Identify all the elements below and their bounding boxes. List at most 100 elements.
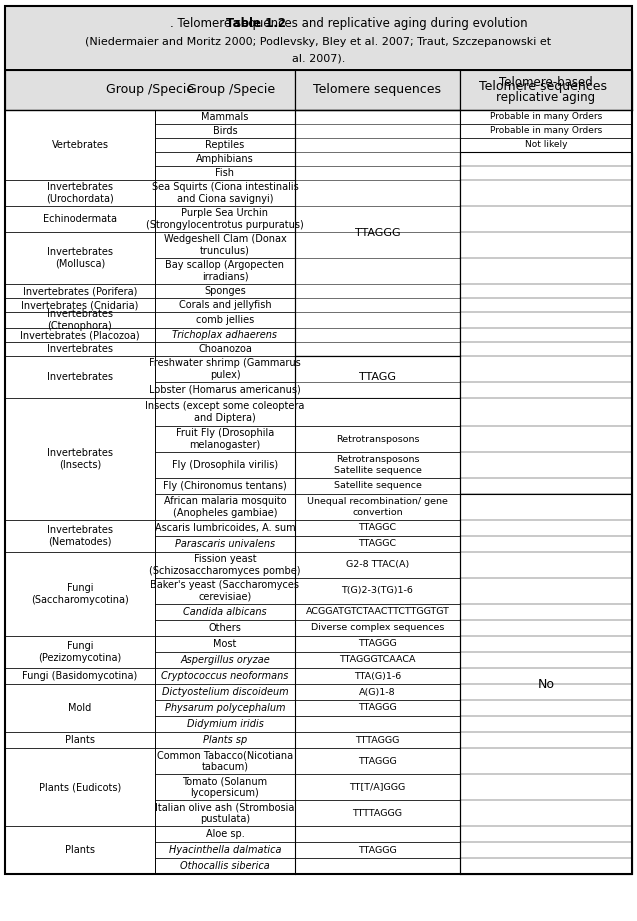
Text: Italian olive ash (Strombosia
pustulata): Italian olive ash (Strombosia pustulata): [155, 802, 295, 823]
Bar: [155, 478, 295, 494]
Bar: [295, 652, 460, 668]
Bar: [5, 684, 155, 732]
Bar: [295, 398, 460, 426]
Bar: [155, 578, 295, 604]
Text: TTAGGG: TTAGGG: [355, 228, 400, 238]
Text: Mammals: Mammals: [201, 112, 248, 122]
Text: Physarum polycephalum: Physarum polycephalum: [165, 703, 285, 713]
Bar: [460, 70, 632, 110]
Bar: [155, 258, 295, 284]
Bar: [155, 636, 295, 652]
Text: Echinodermata: Echinodermata: [43, 214, 117, 224]
Text: TTAGGG: TTAGGG: [358, 845, 397, 855]
Text: Group /Specie: Group /Specie: [106, 84, 194, 97]
Text: Invertebrates
(Nematodes): Invertebrates (Nematodes): [47, 525, 113, 547]
Text: TTTAGGG: TTTAGGG: [355, 736, 399, 744]
Text: Retrotransposons
Satellite sequence: Retrotransposons Satellite sequence: [334, 455, 422, 474]
Bar: [295, 552, 460, 578]
Bar: [155, 684, 295, 700]
Bar: [5, 668, 155, 684]
Bar: [5, 520, 155, 552]
Bar: [155, 124, 295, 138]
Text: Plants: Plants: [65, 845, 95, 855]
Text: Common Tabacco(Nicotiana
tabacum): Common Tabacco(Nicotiana tabacum): [157, 751, 293, 772]
Text: Invertebrates (Placozoa): Invertebrates (Placozoa): [20, 330, 140, 340]
Text: Freshwater shrimp (Gammarus
pulex): Freshwater shrimp (Gammarus pulex): [149, 358, 301, 379]
Text: Purple Sea Urchin
(Strongylocentrotus purpuratus): Purple Sea Urchin (Strongylocentrotus pu…: [146, 208, 304, 230]
Bar: [155, 70, 458, 110]
Bar: [295, 842, 460, 858]
Text: Mold: Mold: [68, 703, 92, 713]
Bar: [5, 206, 155, 232]
Bar: [5, 6, 632, 70]
Text: Trichoplax adhaerens: Trichoplax adhaerens: [173, 330, 278, 340]
Bar: [155, 206, 295, 232]
Bar: [155, 858, 295, 874]
Text: Others: Others: [208, 623, 241, 633]
Text: Fungi (Basidomycotina): Fungi (Basidomycotina): [22, 671, 138, 681]
Bar: [155, 356, 295, 382]
Text: African malaria mosquito
(Anopheles gambiae): African malaria mosquito (Anopheles gamb…: [164, 496, 286, 518]
Bar: [155, 452, 295, 478]
Bar: [155, 180, 295, 206]
Bar: [295, 356, 460, 398]
Text: Telomere-based
replicative aging: Telomere-based replicative aging: [496, 76, 596, 104]
Bar: [5, 342, 155, 356]
Text: Table 1.2: Table 1.2: [227, 17, 287, 30]
Bar: [155, 110, 295, 124]
Text: Fission yeast
(Schizosaccharomyces pombe): Fission yeast (Schizosaccharomyces pombe…: [149, 554, 301, 576]
Text: Invertebrates: Invertebrates: [47, 344, 113, 354]
Text: No: No: [538, 678, 554, 691]
Text: Lobster (Homarus americanus): Lobster (Homarus americanus): [149, 385, 301, 395]
Bar: [295, 800, 460, 826]
Text: TTAGG: TTAGG: [359, 372, 396, 382]
Bar: [295, 668, 460, 684]
Bar: [155, 604, 295, 620]
Bar: [295, 716, 460, 732]
Text: Sponges: Sponges: [204, 286, 246, 296]
Bar: [155, 748, 295, 774]
Bar: [155, 398, 295, 426]
Bar: [155, 494, 295, 520]
Text: TT[T/A]GGG: TT[T/A]GGG: [349, 783, 406, 791]
Bar: [460, 138, 632, 152]
Bar: [155, 342, 295, 356]
Text: ACGGATGTCTAACTTCTTGGTGT: ACGGATGTCTAACTTCTTGGTGT: [306, 608, 450, 616]
Bar: [5, 356, 155, 398]
Bar: [295, 478, 460, 494]
Text: Invertebrates (Porifera): Invertebrates (Porifera): [23, 286, 137, 296]
Bar: [155, 620, 295, 636]
Bar: [155, 652, 295, 668]
Bar: [155, 668, 295, 684]
Bar: [5, 284, 155, 298]
Text: Fruit Fly (Drosophila
melanogaster): Fruit Fly (Drosophila melanogaster): [176, 428, 274, 449]
Text: TTAGGG: TTAGGG: [358, 756, 397, 765]
Text: Retrotransposons: Retrotransposons: [336, 435, 419, 444]
Bar: [155, 426, 295, 452]
Bar: [295, 604, 460, 620]
Text: Invertebrates
(Mollusca): Invertebrates (Mollusca): [47, 247, 113, 269]
Bar: [155, 732, 295, 748]
Bar: [5, 180, 155, 206]
Bar: [295, 636, 460, 652]
Bar: [155, 552, 295, 578]
Bar: [5, 732, 155, 748]
Text: Plants sp: Plants sp: [203, 735, 247, 745]
Text: Hyacinthella dalmatica: Hyacinthella dalmatica: [169, 845, 282, 855]
Text: Didymium iridis: Didymium iridis: [187, 719, 264, 729]
Bar: [155, 774, 295, 800]
Bar: [155, 166, 295, 180]
Bar: [295, 620, 460, 636]
Text: T(G)2-3(TG)1-6: T(G)2-3(TG)1-6: [341, 587, 413, 596]
Bar: [5, 70, 295, 110]
Text: Candida albicans: Candida albicans: [183, 607, 267, 617]
Text: TTAGGG: TTAGGG: [358, 639, 397, 648]
Bar: [295, 700, 460, 716]
Text: TTAGGC: TTAGGC: [359, 540, 397, 549]
Text: Aloe sp.: Aloe sp.: [206, 829, 245, 839]
Bar: [5, 70, 458, 110]
Text: Invertebrates: Invertebrates: [47, 372, 113, 382]
Text: G2-8 TTAC(A): G2-8 TTAC(A): [346, 561, 409, 569]
Text: Tomato (Solanum
lycopersicum): Tomato (Solanum lycopersicum): [182, 776, 268, 798]
Text: Sea Squirts (Ciona intestinalis
and Ciona savignyi): Sea Squirts (Ciona intestinalis and Cion…: [152, 182, 298, 204]
